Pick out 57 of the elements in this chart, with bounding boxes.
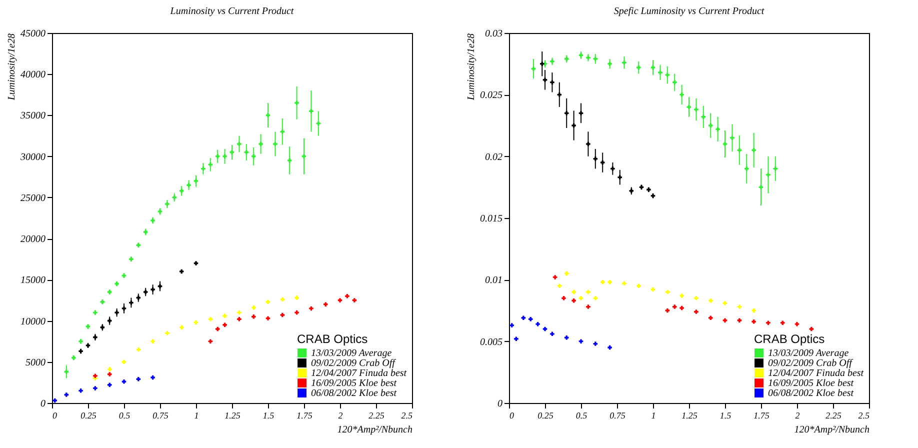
x-tick-label: 1.75 xyxy=(296,410,313,420)
x-tick-label: 2 xyxy=(338,410,344,420)
y-tick-label: 0.03 xyxy=(485,28,502,40)
legend-title: CRAB Optics xyxy=(754,332,825,346)
y-tick-label: 0 xyxy=(40,398,46,410)
legend-title: CRAB Optics xyxy=(297,332,368,346)
x-tick-label: 2.25 xyxy=(826,410,842,420)
chart-title: Spefic Luminosity vs Current Product xyxy=(614,6,764,17)
x-axis-title: 120*Amp²/Nbunch xyxy=(794,424,870,436)
y-tick-label: 0.015 xyxy=(480,214,502,224)
legend-label: 09/02/2009 Crab Off xyxy=(311,358,396,369)
x-axis-title: 120*Amp²/Nbunch xyxy=(337,424,412,436)
legend-label: 06/08/2002 Kloe best xyxy=(768,388,854,399)
x-tick-label: 2.5 xyxy=(401,410,413,420)
x-tick-label: 0.75 xyxy=(610,410,626,420)
y-axis-title: Luminosity/1e28 xyxy=(6,34,18,102)
y-tick-label: 25000 xyxy=(20,192,46,204)
x-tick-label: 1 xyxy=(194,410,199,420)
x-tick-label: 0.25 xyxy=(80,410,97,420)
x-tick-label: 0.5 xyxy=(576,410,588,420)
y-tick-label: 0.025 xyxy=(480,90,502,102)
x-tick-label: 0 xyxy=(52,410,58,420)
legend-label: 13/03/2009 Average xyxy=(311,348,392,359)
chart-title: Luminosity vs Current Product xyxy=(169,6,294,17)
x-tick-label: 1.25 xyxy=(224,410,241,420)
x-tick-label: 1.5 xyxy=(262,410,275,420)
legend-label: 09/02/2009 Crab Off xyxy=(768,358,854,369)
y-tick-label: 0.02 xyxy=(485,152,502,163)
x-tick-label: 0.75 xyxy=(152,410,169,420)
legend-label: 16/09/2005 Kloe best xyxy=(311,378,397,389)
y-tick-label: 40000 xyxy=(20,70,46,81)
x-tick-label: 0 xyxy=(510,410,514,420)
x-tick-label: 1.75 xyxy=(754,410,770,420)
x-tick-label: 2.25 xyxy=(368,410,385,420)
legend-label: 12/04/2007 Finuda best xyxy=(768,368,864,379)
x-tick-label: 0.25 xyxy=(538,410,554,420)
x-tick-label: 1.5 xyxy=(720,410,732,420)
x-tick-label: 2 xyxy=(795,410,800,420)
y-tick-label: 45000 xyxy=(20,28,46,40)
x-tick-label: 1.25 xyxy=(682,410,698,420)
y-tick-label: 0.01 xyxy=(485,275,502,286)
x-tick-label: 0.5 xyxy=(118,410,131,420)
y-axis-title: Luminosity/1e28 xyxy=(466,34,477,102)
y-tick-label: 35000 xyxy=(20,110,46,122)
y-tick-label: 0.005 xyxy=(480,336,502,348)
y-tick-label: 0 xyxy=(498,398,502,410)
x-tick-label: 2.5 xyxy=(858,410,870,420)
y-tick-label: 20000 xyxy=(20,234,46,246)
y-tick-label: 10000 xyxy=(20,316,46,328)
x-tick-label: 1 xyxy=(651,410,656,420)
legend-label: 06/08/2002 Kloe best xyxy=(311,388,397,399)
y-tick-label: 5000 xyxy=(26,357,46,368)
legend-label: 12/04/2007 Finuda best xyxy=(311,368,407,379)
y-tick-label: 15000 xyxy=(20,275,46,286)
y-tick-label: 30000 xyxy=(20,152,46,163)
legend-label: 13/03/2009 Average xyxy=(768,348,850,359)
legend-label: 16/09/2005 Kloe best xyxy=(768,378,854,389)
